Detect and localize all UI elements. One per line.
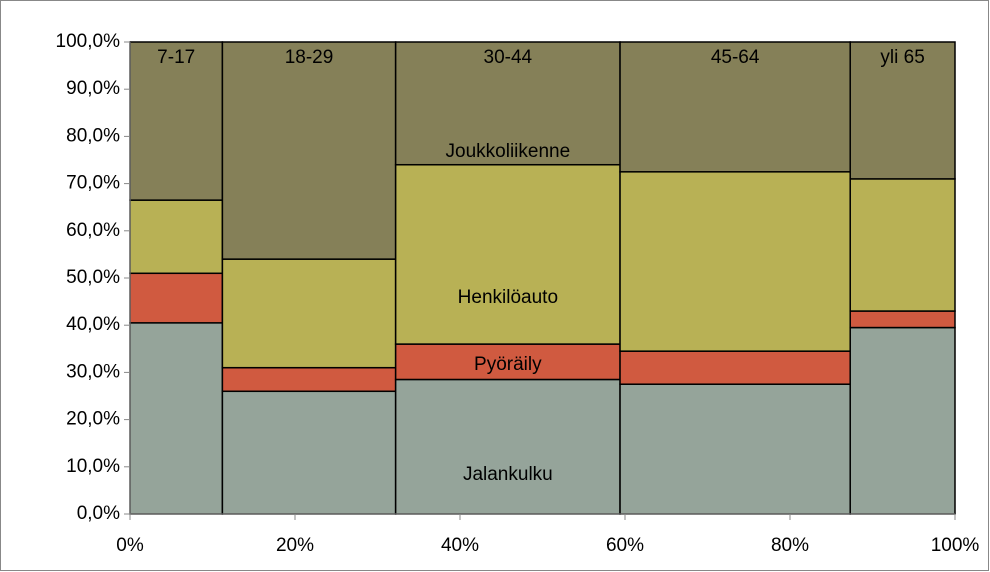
x-tick-label: 60% xyxy=(606,535,644,556)
segment xyxy=(849,41,956,180)
segment xyxy=(129,199,224,275)
y-tick-label: 60,0% xyxy=(66,220,120,241)
segment xyxy=(619,383,851,515)
x-tick-label: 100% xyxy=(931,535,980,556)
segment xyxy=(129,272,224,324)
segment xyxy=(221,366,397,393)
segment xyxy=(394,163,621,345)
segment xyxy=(129,41,224,201)
category-label: yli 65 xyxy=(880,47,924,68)
x-tick-label: 20% xyxy=(276,535,314,556)
y-tick-label: 20,0% xyxy=(66,409,120,430)
y-tick-label: 90,0% xyxy=(66,78,120,99)
y-tick-label: 50,0% xyxy=(66,267,120,288)
segment xyxy=(619,350,851,385)
y-tick-label: 40,0% xyxy=(66,314,120,335)
segment xyxy=(394,41,621,166)
y-tick-label: 10,0% xyxy=(66,456,120,477)
category-label: 45-64 xyxy=(711,47,760,68)
x-tick-label: 0% xyxy=(116,535,144,556)
y-tick-label: 30,0% xyxy=(66,361,120,382)
segment xyxy=(619,171,851,352)
y-tick-label: 0,0% xyxy=(77,503,120,524)
segment xyxy=(221,390,397,515)
x-tick-label: 40% xyxy=(441,535,479,556)
segment xyxy=(619,41,851,173)
segment xyxy=(849,178,956,312)
series-label: Henkilöauto xyxy=(458,287,558,308)
y-tick-label: 100,0% xyxy=(56,31,121,52)
y-tick-label: 80,0% xyxy=(66,125,120,146)
segment xyxy=(221,41,397,260)
series-label: Joukkoliikenne xyxy=(446,141,571,162)
segment xyxy=(129,322,224,515)
y-tick-label: 70,0% xyxy=(66,173,120,194)
segment xyxy=(849,326,956,515)
segment xyxy=(849,310,956,329)
segment xyxy=(394,378,621,515)
series-label: Pyöräily xyxy=(474,354,542,375)
category-label: 30-44 xyxy=(484,47,533,68)
series-label: Jalankulku xyxy=(463,464,553,485)
x-tick-label: 80% xyxy=(771,535,809,556)
category-label: 18-29 xyxy=(285,47,334,68)
category-label: 7-17 xyxy=(157,47,195,68)
segment xyxy=(221,258,397,369)
